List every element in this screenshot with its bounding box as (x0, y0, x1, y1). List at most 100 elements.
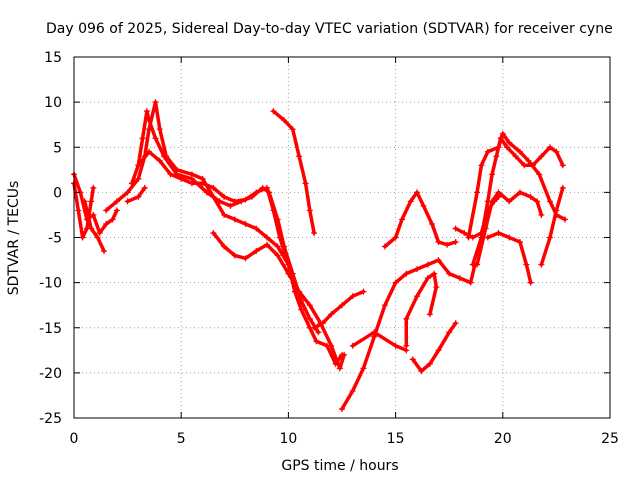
data-point (452, 225, 459, 232)
series-arc-8 (210, 229, 348, 372)
data-point (559, 162, 566, 169)
series-trace (340, 258, 477, 411)
series-arc-5 (124, 184, 148, 205)
data-point (188, 180, 195, 187)
data-point (418, 368, 425, 375)
data-point (403, 315, 410, 322)
data-point (424, 261, 431, 268)
data-point (446, 270, 453, 277)
data-point (339, 302, 345, 309)
data-point (538, 261, 545, 268)
data-point (504, 144, 511, 151)
data-point (392, 279, 399, 286)
data-point (435, 239, 442, 246)
data-point (124, 198, 131, 205)
data-point (156, 157, 163, 164)
data-point (124, 189, 131, 196)
series-arc-10 (311, 288, 367, 331)
data-point (298, 306, 305, 313)
data-point (381, 302, 388, 309)
y-tick-labels: -25 -20 -15 -10 -5 0 5 10 15 (39, 50, 62, 427)
data-point (371, 329, 378, 336)
data-point (336, 365, 343, 372)
data-point (525, 157, 532, 164)
data-point (521, 162, 528, 169)
data-point (90, 211, 97, 218)
data-point (420, 202, 427, 209)
series-trace (411, 321, 458, 373)
data-point (478, 162, 485, 169)
data-point (495, 144, 502, 151)
data-point (484, 148, 491, 155)
series-trace (104, 100, 291, 267)
chart-title: Day 096 of 2025, Sidereal Day-to-day VTE… (46, 21, 613, 37)
data-point (274, 252, 281, 259)
data-point (495, 189, 502, 196)
data-point (141, 184, 148, 191)
data-point (553, 148, 560, 155)
x-tick-label: 0 (70, 431, 79, 447)
series-arc-13 (381, 189, 459, 250)
data-point (221, 193, 228, 200)
series-trace (383, 190, 458, 249)
series-arc-18 (465, 130, 568, 241)
data-point (523, 261, 530, 268)
data-point (306, 207, 313, 214)
data-point (426, 360, 433, 367)
data-point (474, 189, 481, 196)
data-point (139, 135, 146, 142)
data-point (152, 135, 159, 142)
data-point (381, 243, 388, 250)
data-point (135, 193, 142, 200)
data-point (315, 329, 322, 336)
data-point (88, 198, 95, 205)
data-point (426, 311, 433, 318)
x-axis-label: GPS time / hours (281, 458, 398, 474)
x-tick-label: 10 (279, 431, 297, 447)
data-point (113, 198, 120, 205)
data-point (270, 207, 277, 214)
data-point (90, 184, 97, 191)
data-point (113, 207, 120, 214)
data-point (221, 211, 228, 218)
x-tick-label: 15 (387, 431, 405, 447)
data-point (274, 243, 281, 250)
data-point (79, 234, 86, 241)
data-point (311, 229, 318, 236)
data-point (424, 275, 431, 282)
data-point (156, 126, 163, 133)
data-point (328, 311, 335, 318)
data-point (81, 198, 88, 205)
data-point (484, 234, 491, 241)
data-point (534, 198, 541, 205)
data-point (75, 207, 82, 214)
x-tick-label: 5 (177, 431, 186, 447)
y-tick-label: 10 (44, 95, 62, 111)
data-point (242, 196, 249, 203)
data-point (360, 365, 367, 372)
data-point (392, 234, 399, 241)
data-point (263, 184, 270, 191)
y-axis-label: SDTVAR / TECUs (6, 181, 22, 296)
data-point (152, 99, 159, 106)
data-point (403, 270, 410, 277)
data-point (429, 220, 436, 227)
data-point (263, 241, 270, 248)
data-point (231, 252, 238, 259)
data-point (289, 126, 296, 133)
data-point (103, 207, 110, 214)
grid-lines (74, 57, 610, 418)
series-trace (211, 231, 346, 371)
data-point (253, 225, 260, 232)
series-arc-6 (128, 108, 322, 336)
x-tick-label: 20 (494, 431, 512, 447)
x-tick-labels: 0 5 10 15 20 25 (70, 431, 619, 447)
series-trace (404, 271, 439, 348)
data-point (276, 234, 283, 241)
data-point (506, 139, 513, 146)
data-point (349, 342, 356, 349)
data-point (143, 108, 150, 115)
y-tick-label: 15 (44, 50, 62, 66)
series-trace (539, 186, 565, 267)
